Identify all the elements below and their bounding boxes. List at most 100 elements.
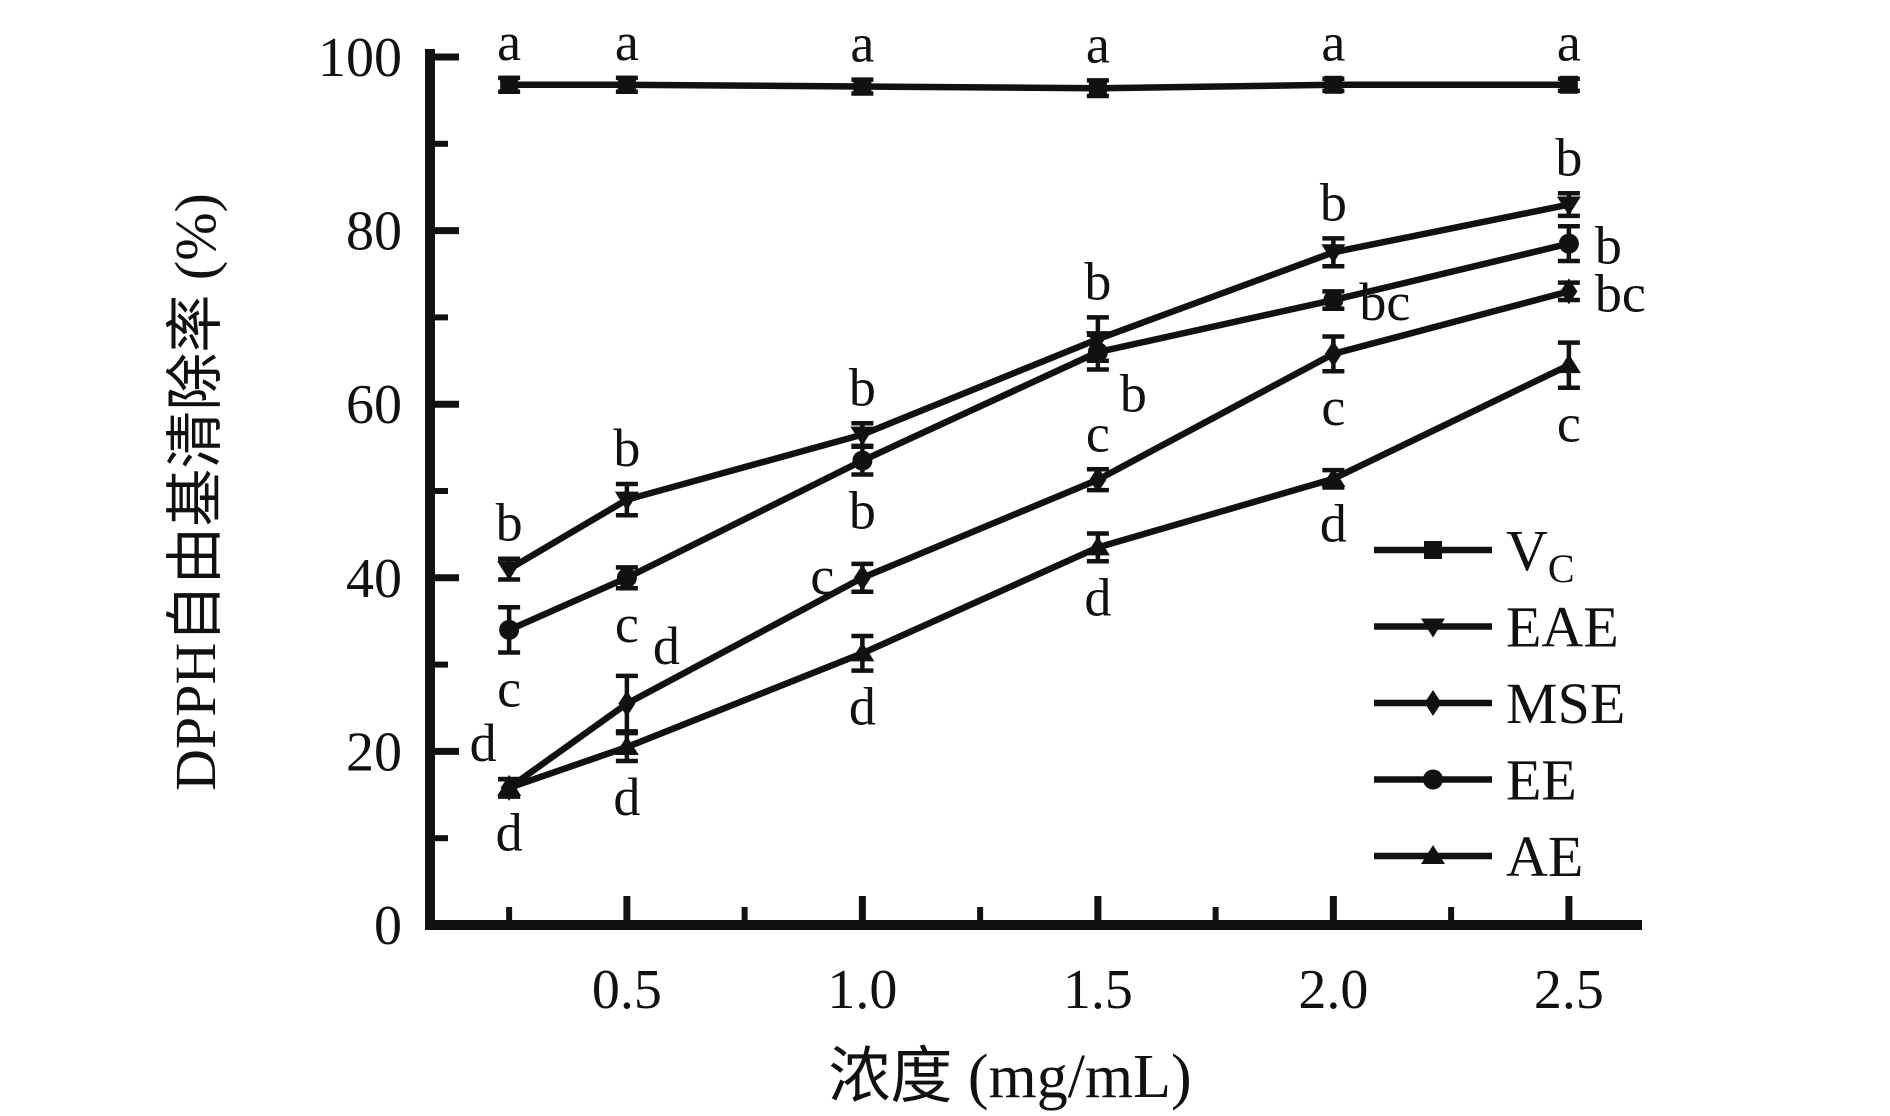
marker-triangle-up [850, 642, 875, 662]
data-point-mse [1557, 278, 1580, 305]
sig-label: a [1321, 13, 1345, 73]
series-ae [497, 340, 1581, 799]
data-point-vc [1322, 75, 1345, 94]
series-line-ae [508, 362, 1571, 791]
legend-entry-vc: VC [1374, 518, 1575, 591]
marker-diamond [618, 690, 636, 717]
marker-circle [499, 619, 520, 640]
axes: 0.5 1.0 1.5 2.0 2.5 0 20 40 60 80 100 [318, 27, 1642, 1021]
data-point-ee [1322, 289, 1345, 311]
data-point-eae [614, 481, 639, 518]
legend-entry-eae: EAE [1374, 595, 1619, 660]
y-axis-title: DPPH自由基清除率 (%) [163, 193, 228, 791]
x-tick-label: 2.0 [1298, 959, 1368, 1021]
data-point-ae [850, 633, 875, 673]
marker-triangle-down [850, 426, 875, 446]
marker-diamond [1560, 278, 1578, 305]
marker-triangle-down [1421, 618, 1445, 638]
legend-label: EE [1506, 748, 1577, 813]
marker-square [1424, 541, 1442, 559]
sig-label: d [1084, 567, 1111, 627]
sig-label: a [1086, 14, 1110, 74]
legend-entry-ae: AE [1374, 824, 1583, 889]
marker-square [853, 77, 872, 96]
sig-label: c [1086, 403, 1110, 463]
legend-entry-mse: MSE [1374, 671, 1625, 736]
series-line-mse [507, 288, 1570, 791]
data-point-mse [1322, 334, 1345, 374]
data-point-ae [1321, 467, 1346, 490]
data-point-eae [1321, 236, 1346, 269]
sig-label: d [1320, 494, 1347, 554]
marker-triangle-up [1556, 354, 1581, 374]
sig-label: bc [1595, 263, 1646, 323]
sig-label: b [613, 418, 640, 478]
marker-circle [852, 450, 873, 471]
data-point-ee [851, 444, 874, 477]
marker-diamond [853, 564, 871, 591]
x-axis-title: 浓度 (mg/mL) [828, 1043, 1191, 1111]
data-point-vc [498, 75, 521, 94]
marker-square [1324, 75, 1343, 94]
series-ee [498, 224, 1580, 655]
marker-triangle-up [1085, 536, 1110, 556]
y-tick-label: 100 [318, 27, 402, 89]
sig-label: a [1557, 13, 1581, 73]
sig-label: c [497, 658, 521, 718]
legend-entry-ee: EE [1374, 748, 1577, 813]
marker-square [617, 75, 636, 94]
x-tick-label: 0.5 [592, 959, 662, 1021]
data-point-ee [615, 565, 638, 591]
legend-label-subscript: C [1548, 546, 1575, 591]
marker-diamond [1089, 466, 1107, 493]
sig-label: a [497, 12, 521, 72]
sig-label: bc [1359, 272, 1410, 332]
sig-label: a [850, 14, 874, 74]
data-point-ee [1557, 224, 1580, 264]
sig-label: c [1321, 377, 1345, 437]
sig-label: b [1084, 251, 1111, 311]
sig-label: a [615, 12, 639, 72]
marker-diamond [1324, 340, 1342, 367]
data-point-ae [614, 730, 639, 764]
series-line-ee [507, 240, 1570, 633]
data-point-vc [1557, 75, 1580, 94]
marker-triangle-up [497, 776, 522, 796]
marker-circle [1423, 769, 1443, 790]
legend-label: VC [1506, 518, 1575, 591]
sig-label: b [849, 357, 876, 417]
series-mse [498, 278, 1580, 801]
y-tick-label: 0 [374, 895, 402, 957]
sig-label: b [849, 481, 876, 541]
sig-label: b [1120, 363, 1147, 423]
series-line-vc [509, 81, 1569, 92]
marker-triangle-down [497, 561, 522, 581]
marker-circle [616, 567, 637, 588]
marker-triangle-up [1321, 467, 1346, 487]
sig-label: d [849, 677, 876, 737]
legend-label: AE [1506, 824, 1583, 889]
data-point-mse [851, 561, 874, 594]
marker-circle [1323, 290, 1344, 311]
series-eae [497, 191, 1581, 582]
data-point-vc [1086, 78, 1109, 99]
y-tick-label: 80 [346, 201, 402, 263]
data-series [497, 75, 1581, 801]
data-point-eae [497, 556, 522, 582]
sig-label: b [496, 493, 523, 553]
sig-label: d [653, 616, 680, 676]
data-point-eae [1556, 191, 1581, 219]
series-vc [498, 75, 1580, 99]
legend-label: EAE [1506, 595, 1619, 660]
data-point-ae [497, 776, 522, 799]
marker-triangle-down [1321, 244, 1346, 264]
marker-square [1559, 75, 1578, 94]
data-point-ae [1085, 531, 1110, 564]
y-tick-label: 60 [346, 374, 402, 436]
sig-label: c [1557, 394, 1581, 454]
marker-circle [1087, 342, 1108, 363]
marker-triangle-down [614, 491, 639, 511]
